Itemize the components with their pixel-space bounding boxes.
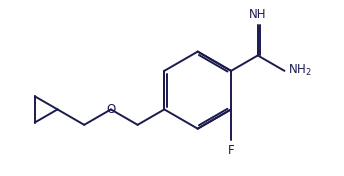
Text: O: O	[106, 103, 116, 116]
Text: F: F	[228, 144, 234, 157]
Text: NH: NH	[249, 8, 267, 21]
Text: NH$_2$: NH$_2$	[288, 63, 312, 78]
